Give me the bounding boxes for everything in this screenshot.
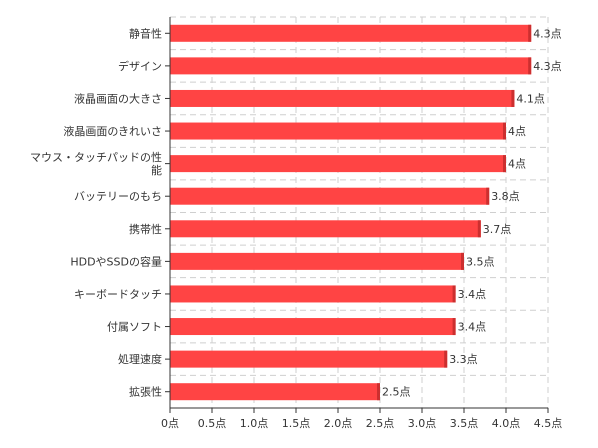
category-label-line: バッテリーのもち [74,190,162,203]
value-label: 3.4点 [458,321,487,334]
bar-edge [503,155,506,173]
category-label: HDDやSSDの容量 [70,254,162,268]
bar-edge [477,220,481,238]
value-label: 2.5点 [382,386,411,399]
bar [170,89,515,107]
category-label-line: 液晶画面のきれいさ [63,124,162,138]
category-labels: 静音性デザイン液晶画面の大きさ液晶画面のきれいさマウス・タッチパッドの性能バッテ… [30,26,170,399]
x-tick-label: 2.0点 [324,417,353,430]
bar [170,252,464,270]
category-label: 処理速度 [118,352,162,366]
category-label-line: 処理速度 [118,352,162,366]
bar-edge [503,122,506,140]
x-tick-label: 1.0点 [240,417,269,430]
category-label: バッテリーのもち [74,190,162,203]
bars [170,24,532,401]
category-label: 静音性 [129,26,162,40]
value-label: 4.1点 [516,92,545,105]
bar [170,285,456,303]
x-tick-label: 0.5点 [198,417,227,430]
x-tick-label: 0点 [161,417,179,430]
bar-edge [528,24,532,42]
x-axis-ticks: 0点 0.5点 1.0点 1.5点 2.0点 2.5点 3.0点 3.5点 4.0点 4.5点 [161,408,562,430]
value-label: 3.4点 [458,288,487,301]
value-label: 3.7点 [483,223,512,236]
bar-edge [377,383,380,401]
category-label: キーボードタッチ [74,288,162,301]
category-label-line: マウス・タッチパッドの性 [30,150,162,164]
x-tick-label: 3.0点 [408,417,437,430]
category-label-line: 拡張性 [129,385,162,399]
bar-edge [528,57,532,75]
category-label: デザイン [118,59,162,73]
category-label-line: 能 [151,163,162,177]
bar [170,155,506,173]
category-label-line: 静音性 [129,26,162,40]
bar [170,318,456,336]
value-label: 3.3点 [449,353,478,366]
value-label: 4点 [508,158,526,171]
bar-edge [452,285,456,303]
bar-edge [452,318,456,336]
category-label-line: HDDやSSDの容量 [70,254,162,268]
value-label: 4.3点 [533,60,562,73]
bar [170,383,380,401]
category-label: 付属ソフト [107,321,162,334]
bar-edge [511,89,515,107]
bar-edge [486,187,490,205]
x-tick-label: 4.0点 [492,417,521,430]
category-label: 液晶画面の大きさ [74,91,162,105]
category-label-line: キーボードタッチ [74,288,162,301]
value-label: 3.8点 [491,190,520,203]
category-label: 携帯性 [129,222,162,236]
x-tick-label: 1.5点 [282,417,311,430]
bar [170,350,448,368]
category-label-line: 付属ソフト [107,321,162,334]
bar [170,122,506,140]
grid [170,16,549,408]
bar-edge [461,252,464,270]
x-tick-label: 3.5点 [450,417,479,430]
bar [170,24,532,42]
category-label-line: 液晶画面の大きさ [74,91,162,105]
value-labels: 4.3点 4.3点 4.1点 4点 4点 3.8点 3.7点 3.5点 3.4点 3.4点 3.3点… [382,27,562,398]
x-tick-label: 2.5点 [366,417,395,430]
category-label-line: 携帯性 [129,222,162,236]
value-label: 4点 [508,125,526,138]
category-label: 液晶画面のきれいさ [63,124,162,138]
value-label: 3.5点 [466,255,495,268]
bar [170,220,481,238]
x-tick-label: 4.5点 [534,417,563,430]
category-label: 拡張性 [129,385,162,399]
value-label: 4.3点 [533,27,562,40]
category-label: マウス・タッチパッドの性能 [30,150,162,177]
category-label-line: デザイン [118,59,162,73]
bar [170,57,532,75]
bar-edge [444,350,448,368]
bar [170,187,490,205]
